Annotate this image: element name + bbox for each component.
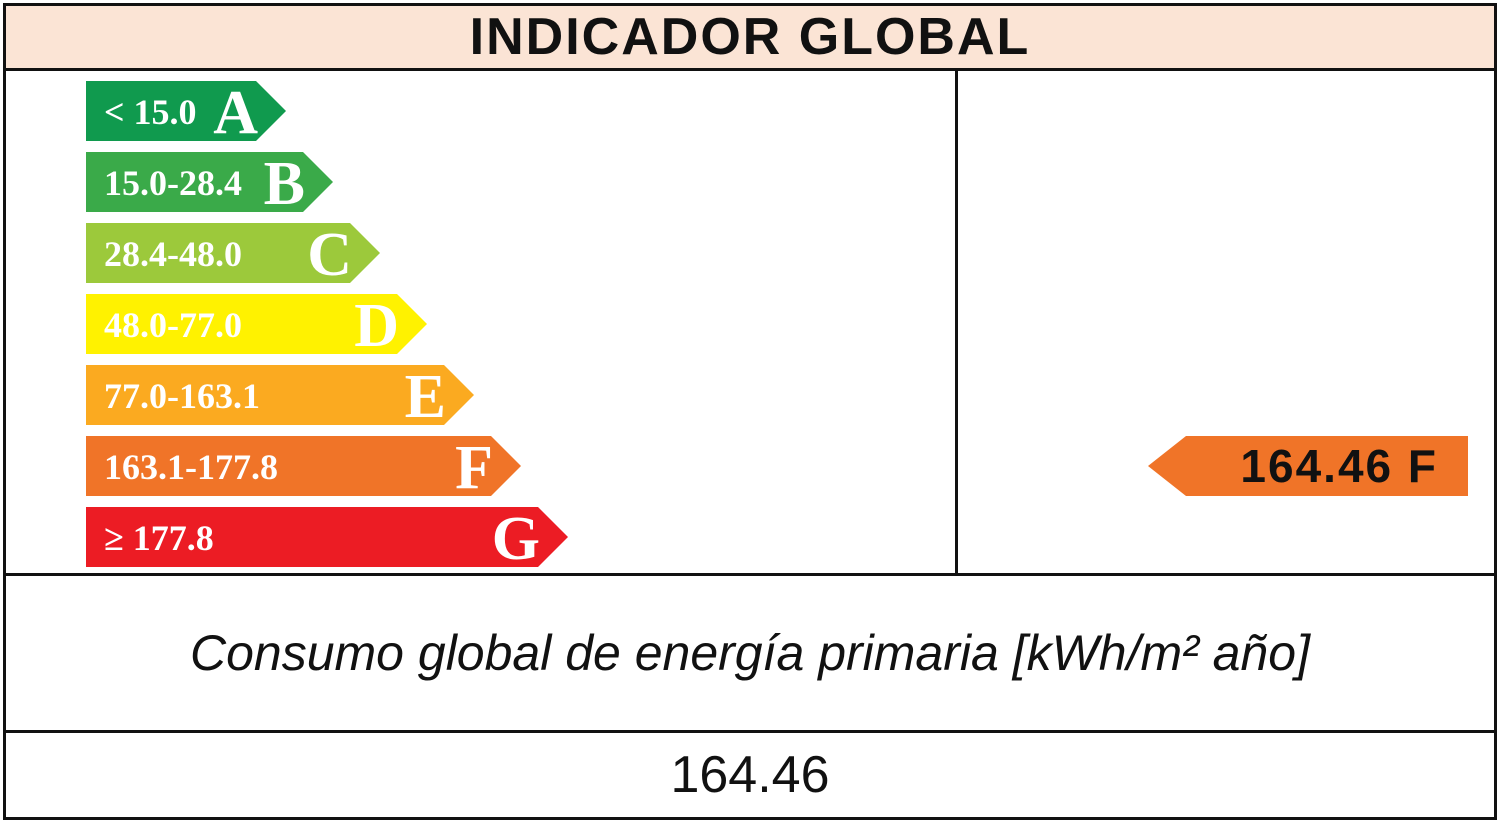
consumption-value: 164.46 — [670, 746, 830, 804]
row-divider — [6, 573, 1494, 576]
rating-range-label-b: 15.0-28.4 — [104, 163, 242, 203]
rating-range-label-e: 77.0-163.1 — [104, 376, 260, 416]
rating-bar-f: 163.1-177.8 F — [86, 434, 521, 502]
consumption-caption: Consumo global de energía primaria [kWh/… — [190, 625, 1310, 681]
rating-range-label-a: < 15.0 — [104, 92, 197, 132]
rating-bar-d: 48.0-77.0 D — [86, 292, 427, 360]
rating-result-chart: 164.46 F — [1148, 436, 1468, 496]
rating-letter-g: G — [492, 505, 540, 573]
rating-letter-e: E — [405, 363, 446, 431]
rating-letter-f: F — [455, 434, 493, 502]
rating-result-arrow — [1148, 436, 1468, 496]
rating-bar-a: < 15.0 A — [86, 79, 286, 147]
rating-bar-shape-g — [86, 507, 568, 567]
rating-letter-a: A — [213, 79, 258, 147]
rating-bar-b: 15.0-28.4 B — [86, 150, 333, 218]
rating-letter-c: C — [307, 221, 352, 289]
energy-label-frame: INDICADOR GLOBAL < 15.0 A 15.0-28.4 B 28.4-4… — [3, 3, 1497, 820]
rating-bar-shape-f — [86, 436, 521, 496]
header-row: INDICADOR GLOBAL — [6, 6, 1494, 71]
rating-bar-e: 77.0-163.1 E — [86, 363, 474, 431]
rating-bar-g: ≥ 177.8 G — [86, 505, 568, 573]
rating-bar-shape-d — [86, 294, 427, 354]
rating-range-label-f: 163.1-177.8 — [104, 447, 278, 487]
rating-range-label-d: 48.0-77.0 — [104, 305, 242, 345]
rating-range-label-g: ≥ 177.8 — [104, 518, 214, 558]
rating-bar-shape-b — [86, 152, 333, 212]
rating-scale-area: < 15.0 A 15.0-28.4 B 28.4-48.0 C 48.0-77.0 D 77.… — [6, 71, 958, 576]
rating-bar-shape-c — [86, 223, 380, 283]
rating-range-label-c: 28.4-48.0 — [104, 234, 242, 274]
rating-bar-shape-a — [86, 81, 286, 141]
rating-letter-d: D — [354, 292, 399, 360]
rating-bar-c: 28.4-48.0 C — [86, 221, 380, 289]
rating-bar-shape-e — [86, 365, 474, 425]
page-title: INDICADOR GLOBAL — [469, 8, 1031, 66]
value-cell: 164.46 — [6, 733, 1494, 817]
rating-result-marker: 164.46 F — [1148, 436, 1468, 496]
rating-letter-b: B — [264, 150, 305, 218]
rating-result-label: 164.46 F — [1240, 440, 1438, 492]
caption-cell: Consumo global de energía primaria [kWh/… — [6, 576, 1494, 733]
rating-result-area: 164.46 F — [958, 71, 1494, 576]
rating-scale-chart: < 15.0 A15.0-28.4 B28.4-48.0 C48.0-77.0 D77.… — [86, 79, 568, 573]
